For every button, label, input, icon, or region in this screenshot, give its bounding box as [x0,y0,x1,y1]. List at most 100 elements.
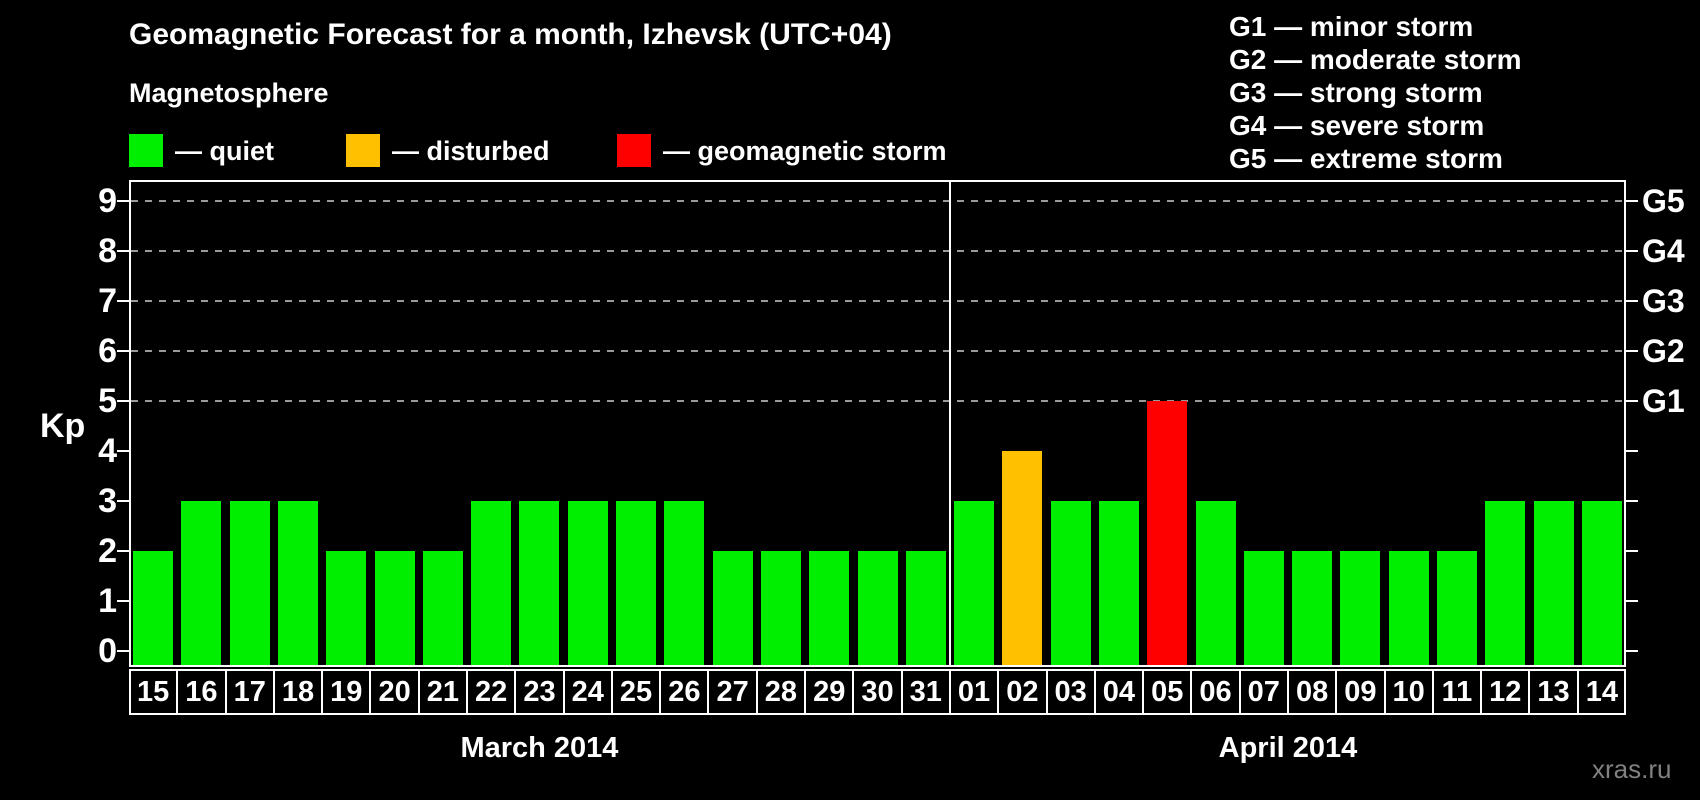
kp-bar-march-20 [374,551,415,665]
date-cell-border [369,671,372,713]
y-axis-label-5: 5 [98,382,117,420]
y-tick-right-6 [1626,350,1638,352]
date-cell-21: 21 [426,675,459,708]
date-cell-20: 20 [378,675,411,708]
y-tick-right-4 [1626,450,1638,452]
date-cell-26: 26 [668,675,701,708]
date-cell-border [804,671,807,713]
y-tick-right-2 [1626,550,1638,552]
date-cell-border [659,671,662,713]
gridline-kp8 [131,250,1624,252]
date-cell-15: 15 [137,675,170,708]
date-cell-07: 07 [1247,675,1280,708]
date-cell-18: 18 [281,675,315,708]
date-cell-14: 14 [1585,675,1618,708]
y-tick-right-8 [1626,250,1638,252]
date-cell-12: 12 [1489,675,1522,708]
kp-bar-march-19 [326,551,367,665]
magnetosphere-label: Magnetosphere [129,78,329,108]
date-cell-28: 28 [764,675,798,708]
kp-bar-april-04 [1098,501,1139,665]
kp-bar-march-16 [181,501,222,665]
date-cell-border [1093,671,1096,713]
storm-scale-line-1: G1 — minor storm [1229,11,1474,42]
disturbed-label: — disturbed [392,136,550,166]
date-cell-border [707,671,710,713]
date-cell-30: 30 [861,675,894,708]
kp-bar-march-25 [616,501,657,665]
kp-bar-march-17 [229,501,270,665]
kp-bar-april-08 [1292,551,1333,665]
kp-bar-april-13 [1533,501,1574,665]
date-axis: 15 16 17 18 19 20 21 22 23 24 25 26 27 28 29 30 31 01 02 03… [129,669,1626,715]
month-label-march: March 2014 [460,732,619,764]
date-cell-border [900,671,903,713]
y-axis-label-9: 9 [98,182,117,220]
g-scale-label-g3: G3 [1642,283,1685,319]
y-tick-left-5 [117,400,129,402]
g-scale-label-g4: G4 [1642,233,1685,269]
date-cell-border [1480,671,1483,713]
chart-title: Geomagnetic Forecast for a month, Izhevs… [129,18,892,51]
storm-swatch [617,134,651,167]
kp-bar-march-23 [519,501,560,665]
kp-bar-march-22 [471,501,512,665]
kp-bar-march-24 [567,501,608,665]
date-cell-border [1335,671,1338,713]
g-scale-label-g5: G5 [1642,183,1685,219]
date-cell-08: 08 [1295,675,1329,708]
kp-axis-title: Kp [40,407,86,445]
kp-bar-march-31 [905,551,946,665]
date-cell-02: 02 [1006,675,1039,708]
kp-bar-april-01 [954,501,995,665]
date-cell-border [1190,671,1193,713]
y-axis-label-4: 4 [98,432,117,470]
storm-scale-line-3: G3 — strong storm [1229,77,1483,108]
date-cell-border [1238,671,1241,713]
y-tick-left-6 [117,350,129,352]
date-cell-16: 16 [185,675,218,708]
kp-bar-march-18 [278,501,319,665]
date-cell-border [417,671,420,713]
date-cell-24: 24 [571,675,604,708]
y-tick-left-7 [117,300,129,302]
kp-bar-april-14 [1581,501,1622,665]
date-cell-border [948,671,951,713]
y-axis-label-2: 2 [98,532,117,570]
kp-bar-march-21 [422,551,463,665]
date-cell-border [224,671,227,713]
date-cell-11: 11 [1441,675,1473,708]
date-cell-border [610,671,613,713]
y-axis-label-7: 7 [98,282,117,320]
date-cell-border [321,671,324,713]
date-cell-border [514,671,517,713]
y-tick-left-4 [117,450,129,452]
date-cell-05: 05 [1151,675,1184,708]
kp-bar-march-29 [809,551,850,665]
kp-bar-march-30 [857,551,898,665]
date-cell-border [562,671,565,713]
g-scale-label-g1: G1 [1642,383,1685,419]
date-cell-25: 25 [619,675,653,708]
y-tick-left-9 [117,200,129,202]
date-cell-22: 22 [475,675,508,708]
date-cell-border [997,671,1000,713]
g-scale-label-g2: G2 [1642,333,1685,369]
y-tick-right-7 [1626,300,1638,302]
kp-bar-april-11 [1436,551,1477,665]
gridline-kp9 [131,200,1624,202]
kp-bar-march-28 [760,551,801,665]
date-cell-03: 03 [1054,675,1087,708]
month-divider [948,182,951,665]
y-axis-label-1: 1 [98,582,117,620]
storm-scale-line-5: G5 — extreme storm [1229,143,1503,174]
date-cell-29: 29 [813,675,846,708]
y-tick-right-3 [1626,500,1638,502]
y-tick-left-3 [117,500,129,502]
date-cell-border [755,671,758,713]
quiet-label: — quiet [175,136,274,166]
kp-bar-april-06 [1195,501,1236,665]
y-axis-label-6: 6 [98,332,117,370]
date-cell-border [1576,671,1579,713]
